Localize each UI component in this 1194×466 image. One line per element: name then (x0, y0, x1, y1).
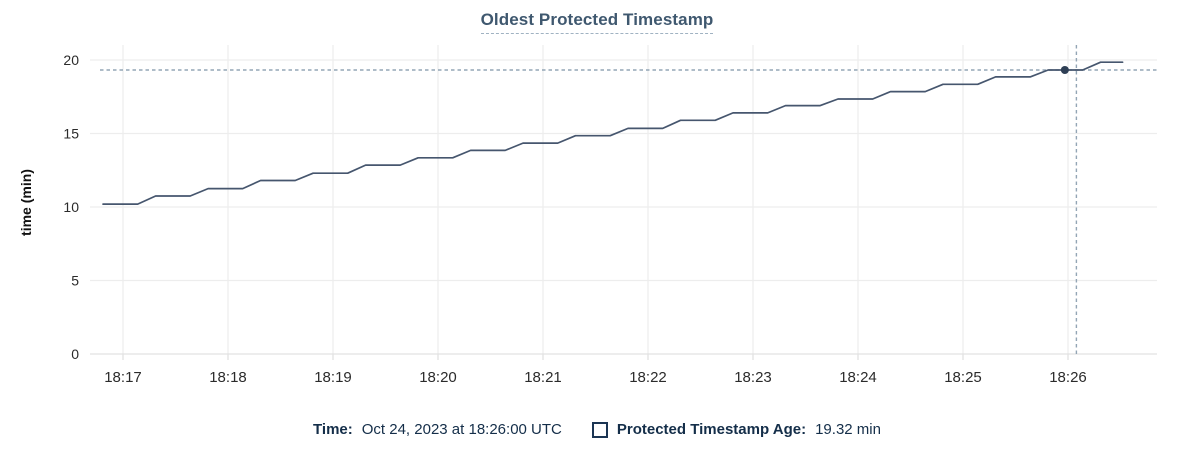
svg-text:18:22: 18:22 (629, 369, 667, 386)
y-axis-title: time (min) (18, 169, 34, 236)
legend-time-value: Oct 24, 2023 at 18:26:00 UTC (361, 421, 562, 438)
svg-text:18:18: 18:18 (209, 369, 247, 386)
legend-series-value: 19.32 min (815, 421, 881, 438)
svg-text:18:21: 18:21 (524, 369, 562, 386)
legend-series-checkbox[interactable] (591, 421, 608, 438)
legend-series-label[interactable]: Protected Timestamp Age: (616, 421, 807, 438)
svg-text:10: 10 (63, 199, 79, 215)
svg-text:18:20: 18:20 (419, 369, 457, 386)
chart-title-row: Oldest Protected Timestamp (0, 10, 1194, 34)
svg-text:18:25: 18:25 (944, 369, 982, 386)
x-axis-labels: 18:17 18:18 18:19 18:20 18:21 18:22 18:23 18:24… (104, 369, 1087, 386)
series-line-protected-timestamp-age (102, 61, 1124, 205)
chart-title[interactable]: Oldest Protected Timestamp (480, 10, 714, 34)
x-gridlines (122, 45, 1069, 360)
svg-text:15: 15 (63, 126, 79, 142)
svg-text:18:17: 18:17 (104, 369, 142, 386)
svg-text:5: 5 (71, 273, 79, 289)
svg-text:20: 20 (63, 52, 79, 68)
legend-series-group: Protected Timestamp Age: 19.32 min (591, 421, 881, 438)
chart-legend: Time: Oct 24, 2023 at 18:26:00 UTC Prote… (0, 421, 1194, 438)
svg-text:18:19: 18:19 (314, 369, 352, 386)
svg-text:18:24: 18:24 (839, 369, 877, 386)
svg-text:18:26: 18:26 (1049, 369, 1087, 386)
y-gridlines (90, 59, 1157, 355)
chart-canvas[interactable]: 18:17 18:18 18:19 18:20 18:21 18:22 18:23 18:24… (0, 0, 1194, 410)
svg-text:0: 0 (71, 346, 79, 362)
hover-marker (1060, 65, 1069, 74)
legend-time-group: Time: Oct 24, 2023 at 18:26:00 UTC (313, 421, 562, 438)
legend-time-label: Time: (313, 421, 353, 438)
svg-text:18:23: 18:23 (734, 369, 772, 386)
y-axis-labels: 0 5 10 15 20 (63, 52, 79, 362)
